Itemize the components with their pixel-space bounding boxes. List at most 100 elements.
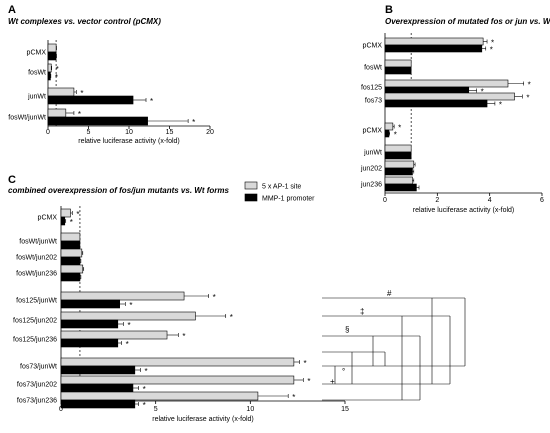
panel-a-letter: A [8, 4, 16, 16]
panel-b-bar-ap1 [384, 37, 484, 46]
panel-b-bar-ap1 [384, 79, 509, 88]
panel-c-significance-mark: * [292, 393, 295, 402]
panel-c-category-label: fosWt/jun236 [16, 271, 57, 278]
legend-swatch-1 [244, 193, 258, 202]
panel-a-category-label: fosWt [28, 70, 46, 77]
panel-b-significance-mark: * [491, 39, 494, 48]
panel-c-x-tick-label: 10 [246, 406, 254, 413]
panel-a-significance-mark: * [80, 89, 83, 98]
panel-c-bar-mmp1 [60, 299, 120, 309]
panel-c-significance-mark: * [70, 218, 73, 227]
panel-b-category-label: fos73 [365, 98, 382, 105]
panel-c-category-label: fos73/jun236 [17, 398, 57, 405]
panel-c-category-label: pCMX [38, 215, 58, 222]
panel-c-x-tick-label: 0 [59, 406, 63, 413]
panel-b-category-label: fos125 [361, 85, 382, 92]
panel-c-category-label: fos125/jun202 [13, 318, 57, 325]
panel-a-x-tick-label: 5 [87, 129, 91, 136]
panel-a-significance-mark: * [78, 110, 81, 119]
panel-b-category-label: jun236 [360, 182, 382, 189]
panel-c-bar-mmp1 [60, 365, 136, 375]
panel-a-category-label: pCMX [27, 50, 47, 57]
panel-c-category-label: fos73/jun202 [17, 382, 57, 389]
panel-c-category-label: fosWt/jun202 [16, 255, 57, 262]
legend-label-1: MMP-1 promoter [262, 196, 315, 203]
panel-b-letter: B [385, 4, 393, 16]
panel-c-bar-ap1 [60, 208, 71, 218]
panel-a-x-tick-label: 10 [125, 129, 133, 136]
panel-a-bar-mmp1 [47, 71, 51, 81]
panel-b-bar-ap1 [384, 176, 413, 185]
panel-a-x-tick-label: 0 [46, 129, 50, 136]
panel-a-significance-mark: * [56, 65, 59, 74]
panel-b-bar-ap1 [384, 122, 394, 131]
legend-swatch-0 [244, 181, 258, 190]
panel-b-category-label: fosWt [364, 65, 382, 72]
panel-a-title: Wt complexes vs. vector control (pCMX) [8, 17, 161, 26]
panel-b-bar-mmp1 [384, 129, 390, 138]
panel-c-x-tick-label: 5 [154, 406, 158, 413]
panel-c-significance-mark: * [145, 367, 148, 376]
panel-c-bar-ap1 [60, 291, 185, 301]
panel-c-significance-mark: * [126, 340, 129, 349]
panel-c-significance-mark: * [143, 401, 146, 410]
legend-label-0: 5 x AP-1 site [262, 184, 301, 191]
panel-b-category-label: junWt [363, 150, 382, 157]
panel-c-significance-mark: * [143, 385, 146, 394]
panel-c-title: combined overexpression of fos/jun mutan… [8, 186, 229, 195]
panel-a-x-tick-label: 15 [166, 129, 174, 136]
panel-c-significance-mark: * [76, 210, 79, 219]
panel-a-x-axis-label: relative luciferase activity (x-fold) [78, 138, 180, 145]
bracket-symbol: + [330, 377, 335, 386]
bracket-symbol: # [387, 289, 392, 298]
panel-b-x-tick-label: 6 [540, 197, 544, 204]
panel-b-significance-mark: * [526, 94, 529, 103]
panel-b-significance-mark: * [398, 124, 401, 133]
panel-b-significance-mark: * [490, 46, 493, 55]
panel-a-bar-ap1 [47, 43, 57, 53]
panel-a-bar-mmp1 [47, 51, 57, 61]
panel-c-significance-mark: * [129, 301, 132, 310]
panel-c-bar-mmp1 [60, 399, 136, 409]
panel-c-bar-ap1 [60, 311, 196, 321]
panel-b-bar-mmp1 [384, 183, 417, 192]
panel-b-category-label: pCMX [363, 43, 383, 50]
panel-b-x-axis-label: relative luciferase activity (x-fold) [413, 207, 515, 214]
panel-a-bar-ap1 [47, 108, 67, 118]
panel-c-bar-ap1 [60, 357, 295, 367]
panel-c-bar-ap1 [60, 375, 295, 385]
panel-c-x-axis-label: relative luciferase activity (x-fold) [152, 416, 254, 423]
panel-b-bar-mmp1 [384, 167, 413, 176]
panel-c-significance-mark: * [230, 313, 233, 322]
panel-c-bar-ap1 [60, 248, 83, 258]
bracket-symbol: ° [342, 367, 345, 376]
panel-b-significance-mark: * [528, 81, 531, 90]
panel-a-significance-mark: * [192, 118, 195, 127]
panel-b-significance-mark: * [499, 101, 502, 110]
panel-c-significance-mark: * [213, 293, 216, 302]
panel-a-significance-mark: * [150, 97, 153, 106]
panel-b-category-label: jun202 [360, 166, 382, 173]
panel-c-category-label: fos73/junWt [20, 364, 57, 371]
panel-c-category-label: fosWt/junWt [19, 239, 57, 246]
panel-b-x-tick-label: 4 [488, 197, 492, 204]
panel-a-significance-mark: * [55, 73, 58, 82]
panel-a-bar-mmp1 [47, 116, 148, 126]
panel-a-bar-ap1 [47, 87, 75, 97]
panel-b-x-tick-label: 2 [435, 197, 439, 204]
panel-c-x-tick-label: 15 [341, 406, 349, 413]
bracket-symbol: § [345, 325, 349, 334]
panel-b-bar-ap1 [384, 92, 515, 101]
panel-a-x-tick-label: 20 [206, 129, 214, 136]
panel-c-bar-mmp1 [60, 256, 81, 266]
panel-c-bar-mmp1 [60, 272, 81, 282]
panel-b-title: Overexpression of mutated fos or jun vs.… [385, 17, 550, 26]
panel-b-bar-ap1 [384, 144, 412, 153]
panel-c-category-label: fos125/jun236 [13, 337, 57, 344]
panel-b-bar-mmp1 [384, 99, 488, 108]
panel-a-category-label: fosWt/junWt [8, 115, 46, 122]
panel-c-significance-mark: * [304, 359, 307, 368]
panel-b-bar-ap1 [384, 160, 415, 169]
panel-a-category-label: junWt [27, 94, 46, 101]
